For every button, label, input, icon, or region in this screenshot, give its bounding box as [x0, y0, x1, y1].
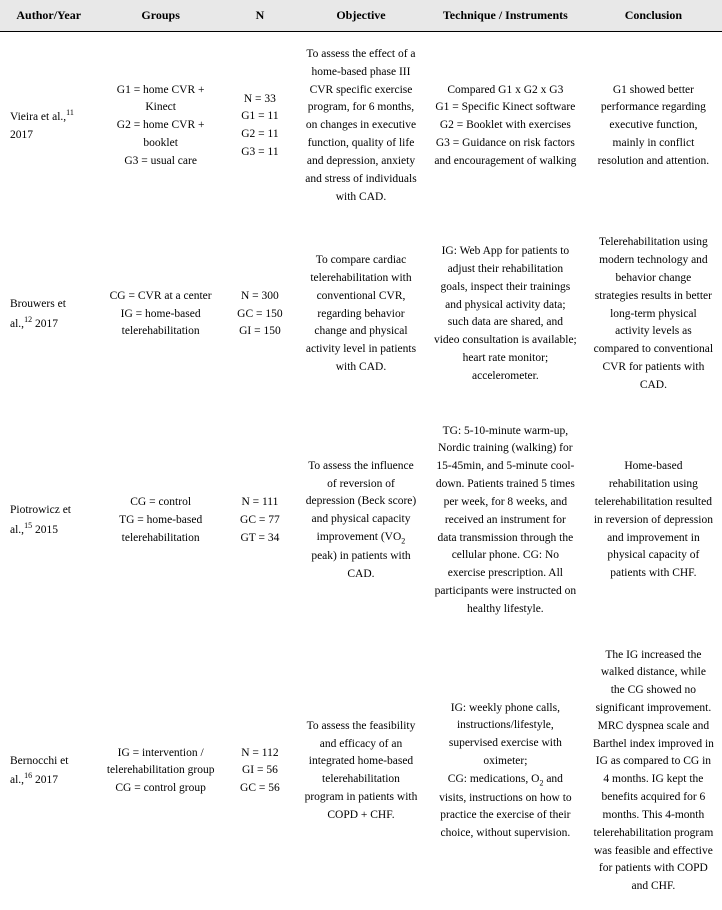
cell-groups: IG = intervention / telerehabilitation g… [97, 633, 223, 910]
cell-objective: To assess the feasibility and efficacy o… [296, 633, 426, 910]
col-technique: Technique / Instruments [426, 0, 585, 32]
cell-groups: G1 = home CVR + KinectG2 = home CVR + bo… [97, 32, 223, 221]
col-objective: Objective [296, 0, 426, 32]
col-groups: Groups [97, 0, 223, 32]
table-row: Brouwers et al.,12 2017CG = CVR at a cen… [0, 220, 722, 408]
table-row: Bernocchi et al.,16 2017IG = interventio… [0, 633, 722, 910]
cell-n: N = 300GC = 150GI = 150 [224, 220, 296, 408]
table-row: Vieira et al.,11 2017G1 = home CVR + Kin… [0, 32, 722, 221]
cell-groups: CG = CVR at a centerIG = home-based tele… [97, 220, 223, 408]
cell-conclusion: The IG increased the walked distance, wh… [585, 633, 722, 910]
cell-objective: To assess the effect of a home-based pha… [296, 32, 426, 221]
cell-author: Vieira et al.,11 2017 [0, 32, 97, 221]
cell-author: Brouwers et al.,12 2017 [0, 220, 97, 408]
cell-author: Bernocchi et al.,16 2017 [0, 633, 97, 910]
table-body: Vieira et al.,11 2017G1 = home CVR + Kin… [0, 32, 722, 910]
cell-n: N = 33G1 = 11G2 = 11G3 = 11 [224, 32, 296, 221]
cell-n: N = 111GC = 77GT = 34 [224, 409, 296, 633]
cell-n: N = 112GI = 56GC = 56 [224, 633, 296, 910]
table-header: Author/Year Groups N Objective Technique… [0, 0, 722, 32]
cell-objective: To assess the influence of reversion of … [296, 409, 426, 633]
cell-technique: Compared G1 x G2 x G3G1 = Specific Kinec… [426, 32, 585, 221]
cell-author: Piotrowicz et al.,15 2015 [0, 409, 97, 633]
cell-conclusion: Home-based rehabilitation using telereha… [585, 409, 722, 633]
col-n: N [224, 0, 296, 32]
cell-objective: To compare cardiac telerehabilitation wi… [296, 220, 426, 408]
cell-technique: IG: weekly phone calls, instructions/lif… [426, 633, 585, 910]
studies-table: Author/Year Groups N Objective Technique… [0, 0, 722, 910]
cell-technique: IG: Web App for patients to adjust their… [426, 220, 585, 408]
table-row: Piotrowicz et al.,15 2015CG = controlTG … [0, 409, 722, 633]
col-author: Author/Year [0, 0, 97, 32]
cell-technique: TG: 5-10-minute warm-up, Nordic training… [426, 409, 585, 633]
cell-conclusion: Telerehabilitation using modern technolo… [585, 220, 722, 408]
cell-conclusion: G1 showed better performance regarding e… [585, 32, 722, 221]
col-conclusion: Conclusion [585, 0, 722, 32]
cell-groups: CG = controlTG = home-based telerehabili… [97, 409, 223, 633]
